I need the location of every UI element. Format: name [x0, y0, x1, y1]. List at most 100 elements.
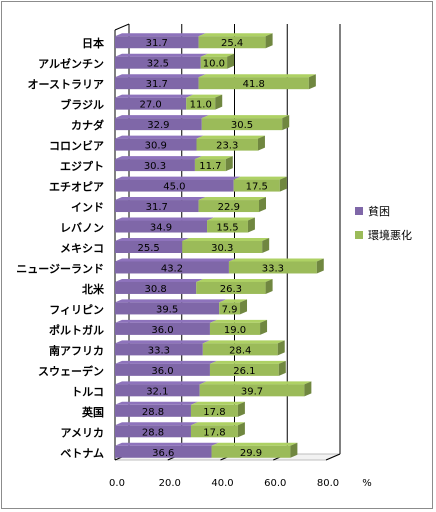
category-label: エジプト — [60, 159, 104, 173]
bar-side — [308, 74, 316, 90]
bar-poverty — [115, 220, 208, 233]
legend-label-1: 環境悪化 — [368, 228, 412, 242]
x-tick-label: 60.0 — [264, 478, 286, 489]
category-label: 北米 — [82, 282, 105, 296]
data-label: 36.0 — [151, 325, 173, 336]
bar-top-0 — [115, 401, 198, 405]
bar-poverty — [115, 404, 191, 417]
bar-top-1 — [182, 238, 270, 241]
bar-environment — [209, 322, 261, 335]
bar-poverty — [115, 138, 197, 151]
bar-top-1 — [198, 33, 273, 37]
bar-poverty — [115, 343, 203, 356]
data-label: 17.8 — [203, 427, 225, 438]
bar-poverty — [115, 36, 199, 49]
bar-side — [265, 33, 273, 49]
bar-environment — [207, 220, 248, 233]
legend-swatch-1 — [355, 231, 363, 239]
bar-side — [262, 238, 270, 253]
bar-poverty — [115, 118, 202, 131]
data-label: 26.3 — [220, 284, 242, 295]
bar-environment — [198, 77, 309, 90]
category-label: ベトナム — [60, 447, 104, 460]
data-label: 43.2 — [161, 263, 183, 274]
bar-poverty — [115, 425, 191, 438]
bar-top-0 — [115, 422, 198, 426]
x-tick-label: 40.0 — [211, 478, 233, 489]
data-label: 25.5 — [137, 243, 159, 254]
legend-swatch-0 — [355, 207, 363, 215]
bar-environment — [196, 281, 266, 294]
data-label: 27.0 — [139, 100, 161, 111]
bar-side — [257, 135, 265, 151]
data-label: 28.8 — [142, 427, 164, 438]
bar-top-1 — [198, 74, 316, 78]
bar-side — [278, 360, 286, 376]
data-label: 23.3 — [216, 141, 238, 152]
bar-side — [277, 340, 285, 356]
bar-top-0 — [115, 442, 219, 446]
bar-top-0 — [115, 33, 206, 37]
bar-top-1 — [219, 299, 248, 303]
legend-label-0: 貧困 — [368, 205, 390, 218]
bar-top-1 — [228, 258, 324, 262]
gridline-floor — [325, 453, 341, 461]
bar-top-1 — [196, 135, 265, 139]
bar-side — [259, 197, 267, 213]
bar-environment — [228, 261, 317, 274]
data-label: 28.4 — [229, 345, 251, 356]
bar-top-1 — [190, 422, 245, 426]
bar-top-1 — [202, 340, 285, 344]
category-label: 英国 — [81, 405, 104, 419]
bar-side — [282, 115, 290, 131]
category-label: オーストラリア — [28, 78, 104, 91]
bar-side — [227, 53, 235, 69]
bar-top-0 — [115, 217, 215, 221]
bar-side — [290, 442, 298, 458]
data-label: 32.9 — [147, 120, 169, 131]
bar-environment — [186, 97, 216, 110]
x-tick-label: 0.0 — [109, 478, 125, 489]
bar-top-0 — [115, 299, 227, 303]
bar-environment — [198, 200, 260, 213]
data-label: 11.0 — [190, 100, 212, 111]
bar-top-1 — [200, 53, 235, 57]
bar-top-0 — [115, 135, 204, 139]
category-label: コロンビア — [49, 139, 104, 153]
data-label: 39.5 — [156, 304, 178, 315]
bar-top-0 — [115, 340, 210, 344]
data-label: 28.8 — [142, 407, 164, 418]
data-label: 39.7 — [241, 386, 263, 397]
category-label: 日本 — [82, 36, 104, 50]
bar-side — [247, 217, 255, 233]
category-label: スウェーデン — [38, 364, 104, 378]
data-label: 30.9 — [145, 141, 167, 152]
bar-side — [225, 156, 233, 172]
bar-top-0 — [115, 53, 208, 57]
bar-top-1 — [201, 115, 290, 119]
bar-side — [279, 176, 287, 192]
bar-top-1 — [186, 94, 223, 98]
data-label: 19.0 — [224, 325, 246, 336]
y-axis-top-edge — [114, 23, 130, 31]
category-label: アメリカ — [61, 426, 104, 439]
bar-top-1 — [198, 197, 267, 201]
bar-side — [240, 299, 248, 315]
data-label: 34.9 — [150, 223, 172, 234]
bar-top-1 — [209, 360, 286, 364]
bar-top-1 — [233, 176, 287, 180]
bar-poverty — [115, 200, 199, 213]
bar-side — [304, 381, 312, 397]
bar-top-0 — [115, 360, 217, 364]
bar-top-0 — [115, 74, 206, 78]
bar-environment — [190, 425, 238, 438]
data-label: 29.9 — [240, 448, 262, 459]
x-tick-label: 20.0 — [159, 478, 181, 489]
bar-poverty — [115, 179, 234, 192]
category-label: ブラジル — [60, 98, 104, 112]
bar-poverty — [115, 384, 200, 397]
data-label: 33.3 — [148, 345, 170, 356]
bar-side — [265, 278, 273, 294]
bar-poverty — [115, 363, 210, 376]
category-label: ポルトガル — [49, 323, 104, 337]
